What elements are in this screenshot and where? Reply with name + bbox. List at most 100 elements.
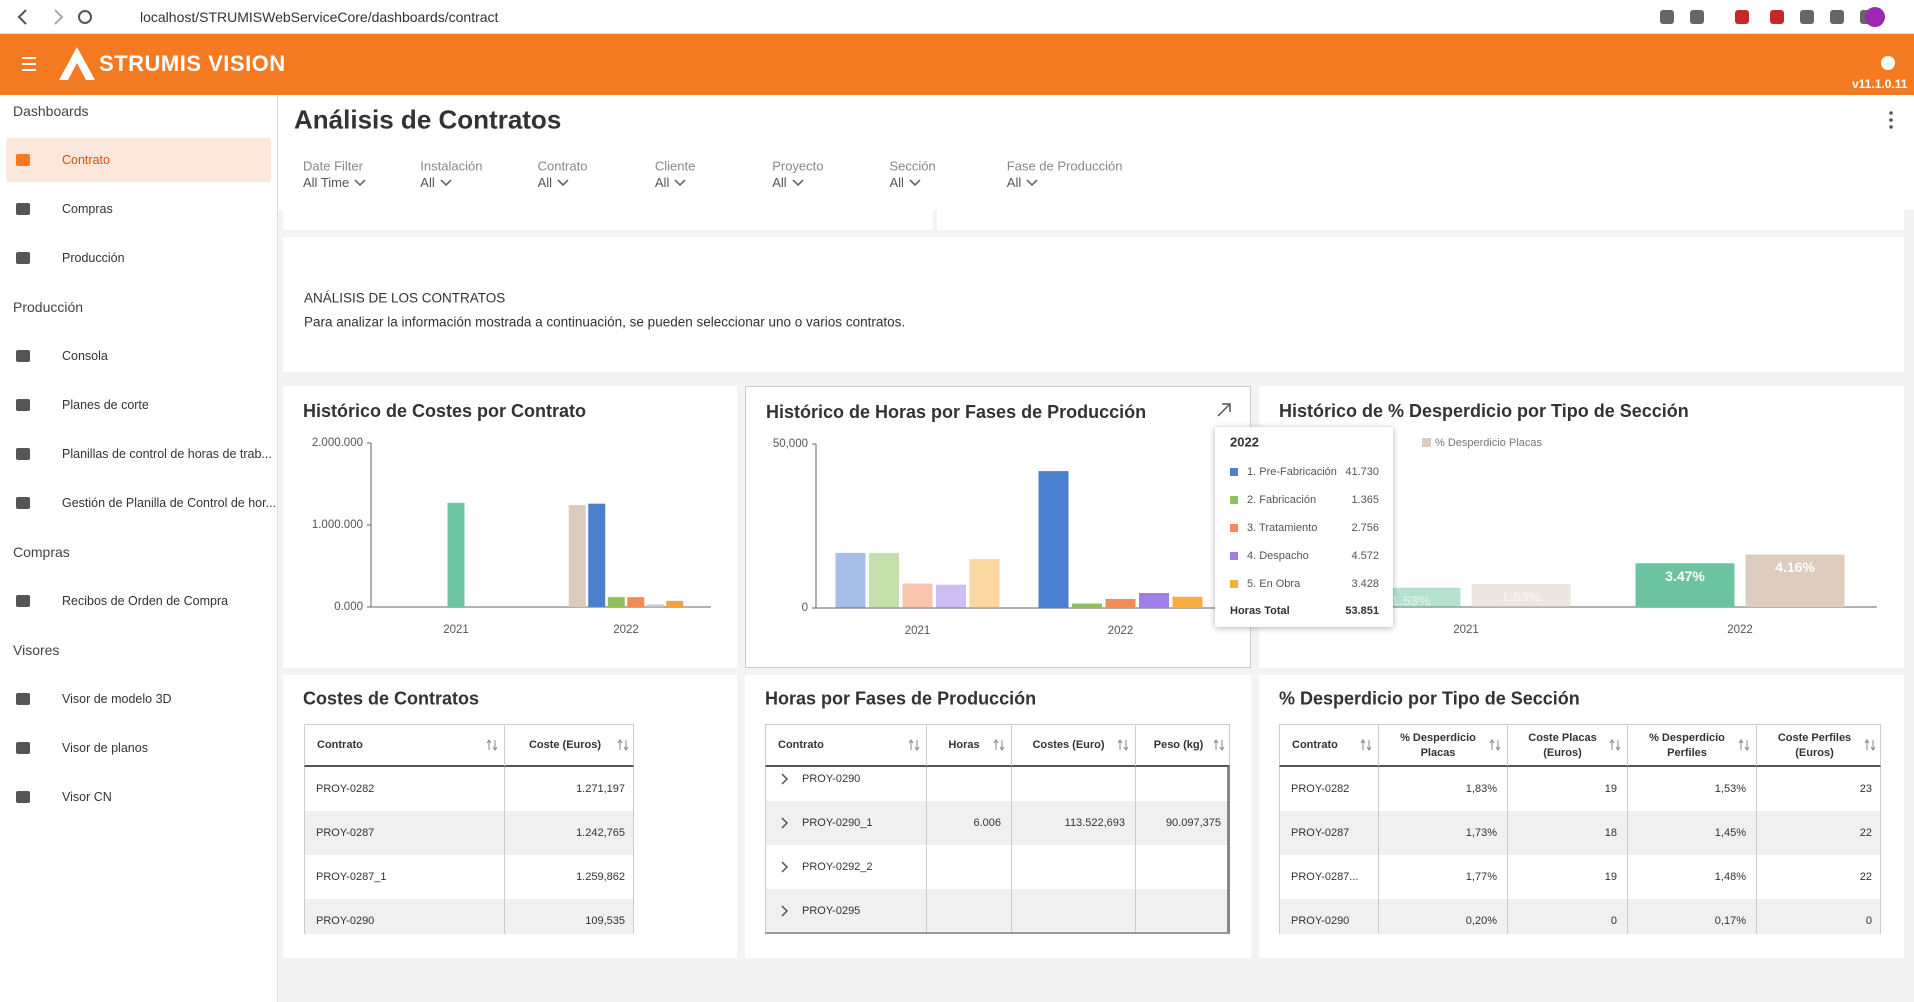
table-row: PROY-0287_1 1.259,862 — [305, 855, 633, 899]
filter-value[interactable]: All — [538, 175, 570, 190]
filter-label[interactable]: Date Filter — [303, 158, 363, 174]
header-cell[interactable]: % Desperdicio Perfiles — [1627, 725, 1756, 766]
sidebar-item[interactable]: Contrato — [62, 153, 110, 167]
dropdown-chevron — [1026, 178, 1038, 186]
header-text: Peso (kg) — [1153, 739, 1204, 752]
page-title: Análisis de Contratos — [294, 104, 562, 135]
value-label: 3.47% — [1665, 568, 1705, 584]
dropdown-chevron — [792, 178, 804, 186]
sidebar-icon-shape — [16, 203, 30, 215]
user-icon — [1881, 56, 1895, 70]
sidebar-icon — [16, 252, 30, 264]
sidebar-icon — [16, 595, 30, 607]
sidebar-item[interactable]: Producción — [62, 251, 125, 265]
header-icons — [22, 47, 95, 80]
sidebar-icon-shape — [16, 595, 30, 607]
sidebar-icon — [16, 791, 30, 803]
table-cell: 22 — [1756, 811, 1880, 855]
filter-value[interactable]: All — [772, 175, 804, 190]
url[interactable]: localhost/STRUMISWebServiceCore/dashboar… — [140, 9, 499, 25]
header-cell[interactable]: Horas — [926, 725, 1011, 766]
filter-value[interactable]: All Time — [303, 175, 367, 190]
sidebar-item[interactable]: Planes de corte — [62, 398, 149, 412]
cell-text: PROY-0290 — [802, 773, 861, 785]
cell-text: 22 — [1859, 871, 1872, 883]
dropdown-chevron — [440, 178, 452, 186]
header-cell[interactable]: Contrato — [766, 725, 926, 766]
tooltip-swatch — [1230, 580, 1238, 588]
header-text: Coste Placas (Euros) — [1528, 731, 1597, 759]
table-row: PROY-0290 109,535 — [305, 899, 633, 934]
dropdown-chevron — [557, 178, 569, 186]
expand-row-chevron[interactable] — [780, 773, 790, 785]
filter-label[interactable]: Contrato — [537, 158, 588, 174]
expand-row-chevron[interactable] — [780, 817, 790, 829]
intro-text: Para analizar la información mostrada a … — [304, 314, 906, 330]
sidebar-item[interactable]: Visor de modelo 3D — [62, 692, 172, 706]
header-cell[interactable]: Coste (Euros) — [504, 725, 635, 766]
tooltip-total: 53.851 — [1345, 605, 1379, 617]
expand-row-chevron[interactable] — [780, 861, 790, 873]
header-cell[interactable]: Coste Placas (Euros) — [1507, 725, 1627, 766]
table-cell: PROY-0282 — [305, 767, 504, 811]
sort-icon — [1360, 739, 1372, 751]
tool-icon — [1660, 10, 1674, 24]
filter-label[interactable]: Cliente — [654, 158, 696, 174]
filter-value-text: All — [772, 175, 787, 190]
filter-label[interactable]: Sección — [889, 158, 936, 174]
header-cell[interactable]: Contrato — [1280, 725, 1378, 766]
chart-title: Histórico de Horas por Fases de Producci… — [766, 402, 1146, 422]
cell-text: PROY-0290 — [1291, 915, 1350, 927]
dropdown-chevron-shape — [674, 178, 686, 186]
cell-text: 18 — [1604, 827, 1617, 839]
expand-icon[interactable] — [1216, 402, 1232, 418]
sidebar-item[interactable]: Consola — [62, 349, 108, 363]
table-cell: PROY-0290 — [1280, 899, 1378, 934]
sidebar-item[interactable]: Gestión de Planilla de Control de hor... — [62, 496, 277, 510]
table-cell — [926, 845, 1011, 889]
filter-label[interactable]: Instalación — [420, 158, 483, 174]
expand-row-chevron[interactable] — [780, 905, 790, 917]
sidebar-item[interactable]: Compras — [62, 202, 113, 216]
value-label: 1.83% — [1501, 589, 1541, 605]
header-cell[interactable]: % Desperdicio Placas — [1378, 725, 1507, 766]
sort-icon — [1738, 739, 1750, 751]
cell-text: PROY-0287... — [1291, 871, 1359, 883]
legend-swatch — [1422, 438, 1431, 447]
filter-value[interactable]: All — [890, 175, 922, 190]
table-cell: PROY-0287 — [1280, 811, 1378, 855]
cell-text: 1,77% — [1465, 871, 1497, 883]
kebab-menu[interactable] — [1886, 110, 1896, 130]
bar — [902, 583, 933, 608]
table-title: Costes de Contratos — [303, 688, 480, 709]
sidebar-icon — [16, 203, 30, 215]
header-cell[interactable]: Peso (kg) — [1135, 725, 1231, 766]
back-icon — [17, 9, 27, 25]
header-text: Coste (Euros) — [528, 739, 602, 752]
tooltip-value: 41.730 — [1345, 466, 1379, 478]
filter-value[interactable]: All — [1007, 175, 1039, 190]
filter-label[interactable]: Fase de Producción — [1006, 158, 1123, 174]
sort-down — [1366, 746, 1372, 751]
bar — [1072, 603, 1102, 608]
cell-text: 0,17% — [1714, 915, 1746, 927]
sidebar-item[interactable]: Recibos de Orden de Compra — [62, 594, 229, 608]
filter-label[interactable]: Proyecto — [772, 158, 824, 174]
table-row: PROY-0290 — [766, 767, 1227, 801]
sort-icon — [1609, 739, 1621, 751]
sidebar-item[interactable]: Visor CN — [62, 790, 112, 804]
table-cell: 22 — [1756, 855, 1880, 899]
sidebar-item[interactable]: Planillas de control de horas de trab... — [62, 447, 272, 461]
sidebar-section: Dashboards — [13, 103, 89, 119]
table-cell: 0,17% — [1627, 899, 1756, 934]
header-cell[interactable]: Contrato — [305, 725, 504, 766]
sidebar-section: Compras — [13, 544, 70, 560]
filter-value[interactable]: All — [420, 175, 452, 190]
filter-value[interactable]: All — [655, 175, 687, 190]
sidebar-item[interactable]: Visor de planos — [62, 741, 148, 755]
x-tick-label: 2022 — [1727, 624, 1753, 636]
cell-text: 23 — [1859, 783, 1872, 795]
header-cell[interactable]: Costes (Euro) — [1011, 725, 1135, 766]
header-cell[interactable]: Coste Perfiles (Euros) — [1756, 725, 1882, 766]
